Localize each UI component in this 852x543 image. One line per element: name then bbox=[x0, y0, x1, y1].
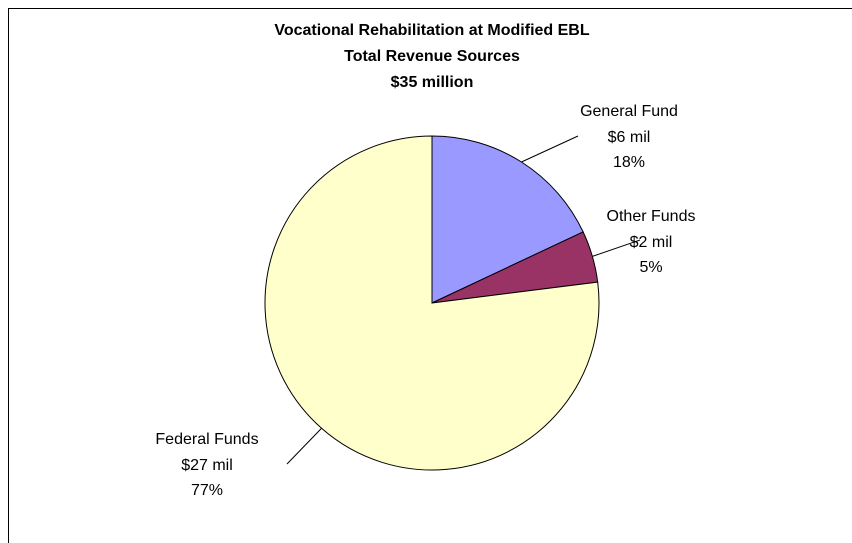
chart-subtitle: $35 million bbox=[391, 74, 474, 91]
leader-line bbox=[286, 427, 322, 465]
slice-percent: 5% bbox=[639, 259, 662, 276]
leader-line bbox=[592, 239, 641, 257]
slice-percent: 18% bbox=[613, 154, 645, 171]
slice-label: General Fund bbox=[580, 103, 678, 120]
slice-amount: $27 mil bbox=[181, 457, 233, 474]
slice-label: Federal Funds bbox=[155, 431, 258, 448]
slice-amount: $6 mil bbox=[608, 129, 651, 146]
chart-title: Vocational Rehabilitation at Modified EB… bbox=[274, 22, 590, 39]
slice-percent: 77% bbox=[191, 482, 223, 499]
leader-line bbox=[521, 135, 579, 163]
slice-label: Other Funds bbox=[607, 208, 696, 225]
pie-slice bbox=[431, 135, 584, 304]
chart-subtitle: Total Revenue Sources bbox=[344, 48, 520, 65]
slice-amount: $2 mil bbox=[630, 234, 673, 251]
